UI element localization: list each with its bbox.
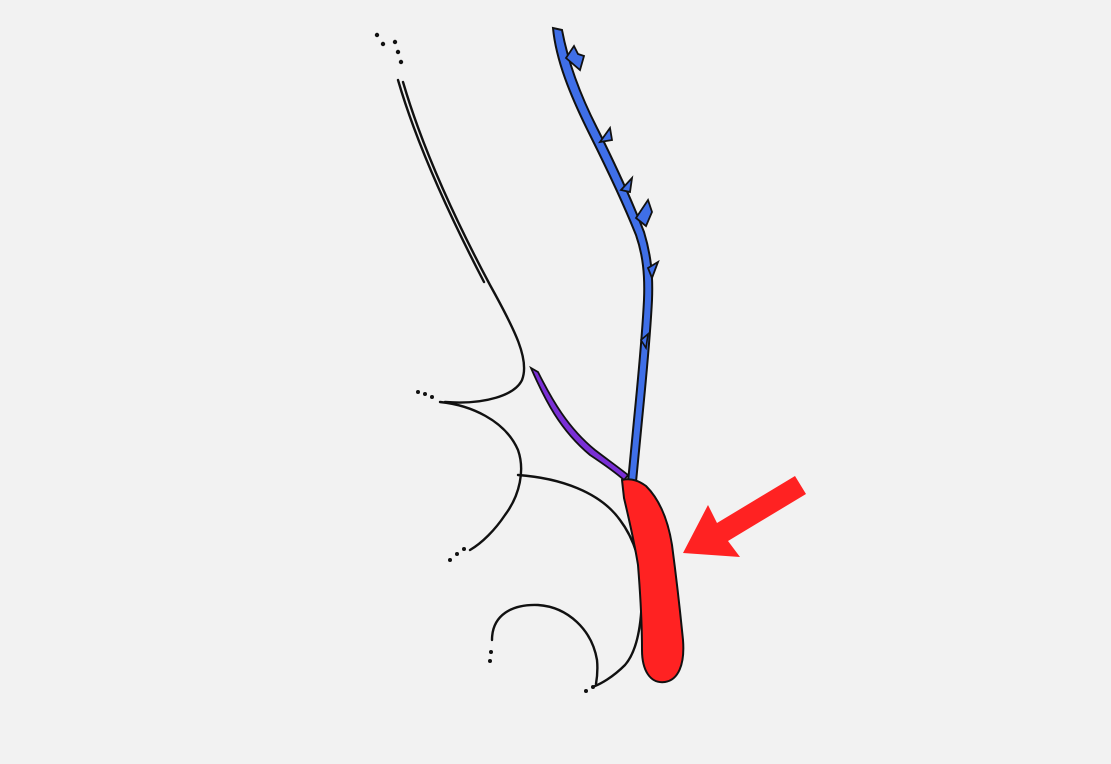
outline-dots — [374, 32, 595, 693]
left-outline — [396, 78, 526, 404]
side-duct — [529, 365, 630, 482]
lower-loop-outline — [490, 603, 599, 686]
upper-duct — [551, 26, 660, 483]
arrow-icon — [683, 476, 806, 557]
middle-outline — [438, 400, 644, 688]
highlighted-segment — [620, 478, 685, 684]
